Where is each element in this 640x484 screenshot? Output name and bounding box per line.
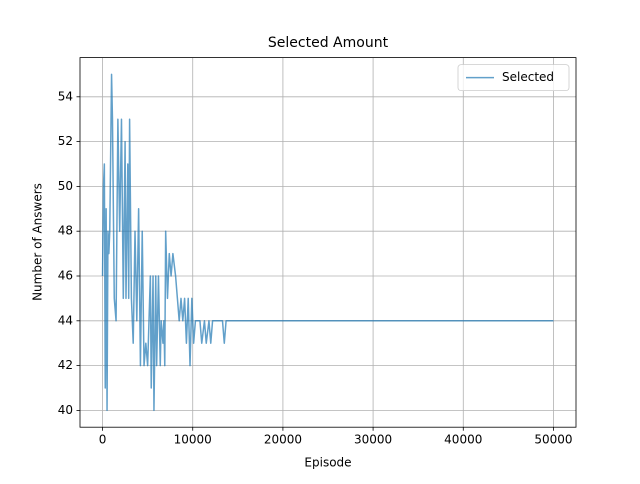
y-tick-label: 48 bbox=[58, 224, 73, 238]
legend-label: Selected bbox=[502, 70, 554, 84]
y-tick-label: 40 bbox=[58, 403, 73, 417]
axes-frame bbox=[79, 57, 577, 428]
x-tick-label: 30000 bbox=[354, 433, 392, 447]
x-tick-label: 50000 bbox=[534, 433, 572, 447]
x-tick-label: 10000 bbox=[174, 433, 212, 447]
x-tick-label: 0 bbox=[99, 433, 107, 447]
chart-title: Selected Amount bbox=[268, 35, 389, 51]
x-tick-label: 40000 bbox=[444, 433, 482, 447]
y-axis-label: Number of Answers bbox=[31, 183, 45, 301]
y-tick-label: 54 bbox=[58, 89, 73, 103]
y-tick-label: 44 bbox=[58, 313, 73, 327]
x-axis-label: Episode bbox=[304, 456, 351, 470]
y-tick-label: 50 bbox=[58, 179, 73, 193]
x-tick-label: 20000 bbox=[264, 433, 302, 447]
y-tick-label: 42 bbox=[58, 358, 73, 372]
y-tick-label: 52 bbox=[58, 134, 73, 148]
y-tick-label: 46 bbox=[58, 269, 73, 283]
legend-box bbox=[457, 64, 570, 91]
data-line bbox=[101, 73, 554, 412]
